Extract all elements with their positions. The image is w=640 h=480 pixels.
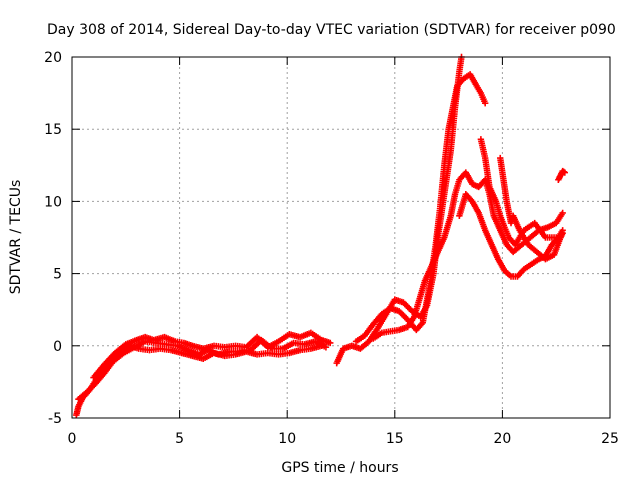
tick-labels: 0 5 10 15 20 25 -5 0 5 10 15 20 xyxy=(44,50,619,447)
series-track-g xyxy=(456,190,566,280)
series-track-i xyxy=(497,154,566,263)
ticks xyxy=(71,56,611,419)
data-point xyxy=(327,339,334,347)
plot-frame xyxy=(71,56,611,419)
x-tick-label: 5 xyxy=(175,431,184,447)
data-point xyxy=(561,169,569,176)
series-track-c xyxy=(90,329,334,381)
chart-title: Day 308 of 2014, Sidereal Day-to-day VTE… xyxy=(47,22,616,38)
series-track-d xyxy=(333,53,465,367)
x-tick-label: 20 xyxy=(493,431,511,447)
series-track-j xyxy=(555,167,569,183)
x-tick-label: 15 xyxy=(386,431,404,447)
data-point xyxy=(559,209,566,217)
y-tick-label: 15 xyxy=(44,122,62,138)
series-track-a xyxy=(73,342,325,419)
x-tick-label: 25 xyxy=(601,431,619,447)
y-tick-label: 20 xyxy=(44,50,62,66)
series-track-h xyxy=(477,136,564,248)
data-point xyxy=(559,229,566,237)
x-axis-title: GPS time / hours xyxy=(281,460,398,476)
x-tick-label: 10 xyxy=(278,431,296,447)
data-point xyxy=(322,344,330,351)
y-axis-title: SDTVAR / TECUs xyxy=(8,180,24,295)
y-tick-label: 10 xyxy=(44,194,62,210)
data-layer xyxy=(73,53,569,419)
y-tick-label: -5 xyxy=(48,411,62,427)
data-point xyxy=(481,100,489,107)
series-track-e xyxy=(352,71,489,345)
x-tick-label: 0 xyxy=(68,431,77,447)
y-tick-label: 5 xyxy=(53,267,62,283)
y-tick-label: 0 xyxy=(53,339,62,355)
